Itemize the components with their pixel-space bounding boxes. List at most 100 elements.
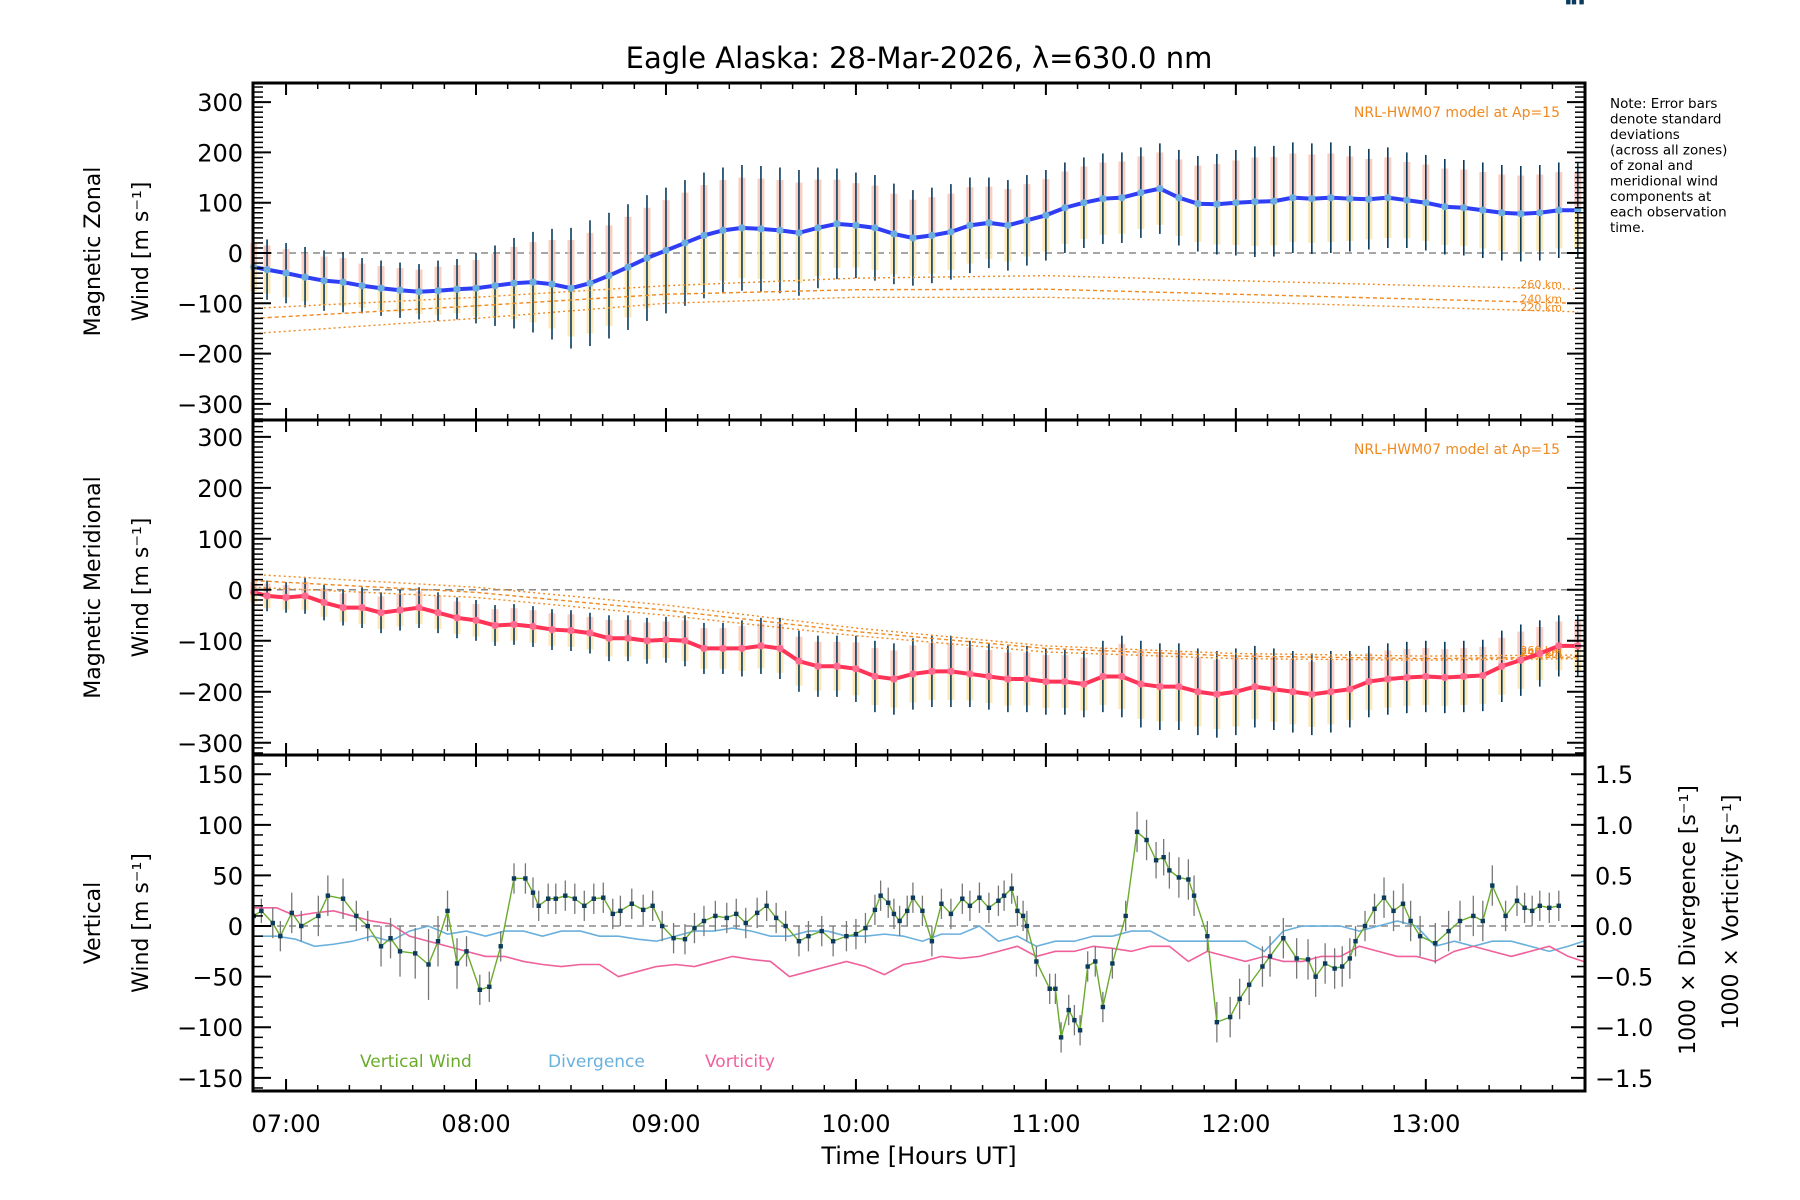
vertical-wind-point — [1294, 956, 1299, 961]
vertical-wind-point — [536, 903, 541, 908]
model-line-220km — [253, 296, 1578, 335]
vertical-wind-point — [1471, 913, 1476, 919]
vertical-wind-point — [1015, 908, 1020, 914]
zonal-mean-point — [1232, 199, 1240, 207]
meridional-mean-point — [738, 644, 746, 653]
vertical-wind-point — [1024, 923, 1030, 929]
vertical-wind-point — [545, 896, 551, 901]
y-tick-label: −100 — [177, 290, 243, 318]
zonal-mean-point — [947, 228, 955, 236]
y-tick-label: 0 — [228, 913, 243, 941]
vertical-wind-point — [610, 911, 615, 917]
meridional-mean-point — [1023, 675, 1031, 683]
meridional-mean-point — [1498, 662, 1506, 670]
zonal-mean-point — [662, 246, 670, 255]
vertical-wind-point — [650, 903, 655, 908]
zonal-mean-point — [1498, 209, 1506, 217]
y-tick-label: −200 — [177, 679, 243, 707]
y-tick-label: 300 — [197, 424, 243, 452]
meridional-mean-point — [472, 616, 480, 624]
vertical-wind-point — [1077, 1028, 1083, 1033]
vertical-wind-point — [1522, 905, 1527, 911]
vertical-wind-point — [1281, 935, 1286, 941]
zonal-mean-point — [1441, 203, 1449, 211]
vertical-wind-point — [553, 896, 558, 901]
zonal-mean-point — [719, 226, 727, 234]
zonal-mean-point — [605, 272, 613, 280]
zonal-mean-point — [890, 230, 898, 238]
zonal-mean-point — [377, 284, 385, 292]
x-tick-label: 12:00 — [1201, 1110, 1270, 1138]
vertical-wind-point — [713, 913, 718, 919]
zonal-mean-point — [871, 224, 879, 232]
vertical-wind-point — [487, 984, 492, 989]
zonal-mean-point — [1479, 206, 1487, 214]
y2-tick-label: −0.5 — [1595, 964, 1653, 992]
zonal-mean-point — [757, 225, 765, 233]
zonal-mean-point — [567, 284, 575, 292]
y-tick-label: 100 — [197, 190, 243, 218]
meridional-mean-point — [434, 609, 442, 617]
model-line-240km — [253, 288, 1578, 320]
meridional-mean-point — [1137, 680, 1145, 688]
zonal-mean-point — [1308, 195, 1316, 203]
vertical-wind-point — [1347, 956, 1353, 961]
vertical-wind-point — [1408, 918, 1413, 924]
vertical-wind-point — [397, 949, 403, 954]
y-label-line1: Magnetic Meridional — [81, 476, 106, 698]
meridional-mean-point — [1403, 673, 1411, 682]
y-tick-label: 0 — [228, 240, 243, 268]
vertical-wind-point — [1072, 1017, 1077, 1023]
meridional-mean-point — [1479, 671, 1487, 680]
y2-tick-label: 0.5 — [1595, 862, 1633, 890]
meridional-mean-point — [1061, 677, 1069, 686]
note-line: each observation — [1610, 205, 1727, 221]
y2-label-divergence: 1000 × Divergence [s⁻¹] — [1676, 785, 1701, 1055]
vertical-wind-point — [1144, 837, 1149, 843]
zonal-mean-point — [624, 263, 632, 271]
meridional-mean-point — [852, 665, 860, 673]
y-tick-label: 150 — [197, 761, 243, 789]
vertical-wind-point — [1214, 1019, 1220, 1025]
vertical-wind-point — [299, 923, 304, 929]
note-line: denote standard — [1610, 112, 1721, 128]
zonal-mean-point — [1137, 189, 1145, 197]
meridional-mean-point — [339, 604, 347, 612]
vertical-wind-point — [325, 893, 331, 898]
y-tick-label: −150 — [177, 1065, 243, 1093]
meridional-mean-point — [1555, 642, 1563, 650]
meridional-mean-point — [1213, 690, 1221, 698]
note-line: meridional wind — [1610, 174, 1718, 190]
vertical-wind-point — [734, 911, 739, 917]
zonal-mean-point — [453, 285, 461, 293]
note-line: deviations — [1610, 127, 1680, 143]
vertical-wind-point — [289, 910, 294, 916]
vertical-wind-point — [701, 918, 707, 924]
model-label: NRL-HWM07 model at Ap=15 — [1354, 442, 1560, 458]
meridional-mean-point — [1004, 675, 1012, 683]
vertical-wind-point — [910, 895, 916, 900]
zonal-mean-point — [1251, 198, 1259, 206]
vertical-wind-point — [1514, 898, 1520, 903]
vertical-wind-point — [426, 962, 431, 967]
vertical-wind-point — [1001, 893, 1007, 898]
zonal-mean-point — [852, 221, 860, 229]
vertical-wind-point — [1047, 986, 1052, 991]
panel-vertical: Vertical Wind Divergence Vorticity 1.5 1.0 0.… — [81, 0, 1744, 1093]
vertical-wind-point — [454, 961, 460, 966]
y-tick-label: 300 — [197, 89, 243, 117]
y-tick-label: 100 — [197, 526, 243, 554]
vertical-wind-point — [878, 893, 883, 898]
meridional-mean-point — [643, 637, 651, 645]
zonal-mean-point — [1080, 199, 1088, 207]
zonal-mean-point — [1270, 197, 1278, 205]
y-tick-label: −200 — [177, 341, 243, 369]
note-line: of zonal and — [1610, 158, 1693, 174]
zonal-mean-point — [1555, 206, 1563, 214]
vertical-wind-point — [530, 890, 536, 895]
vertical-wind-point — [445, 908, 450, 914]
zonal-mean-point — [434, 287, 442, 295]
y-tick-label: −100 — [177, 1014, 243, 1042]
zonal-mean-point — [738, 224, 746, 232]
